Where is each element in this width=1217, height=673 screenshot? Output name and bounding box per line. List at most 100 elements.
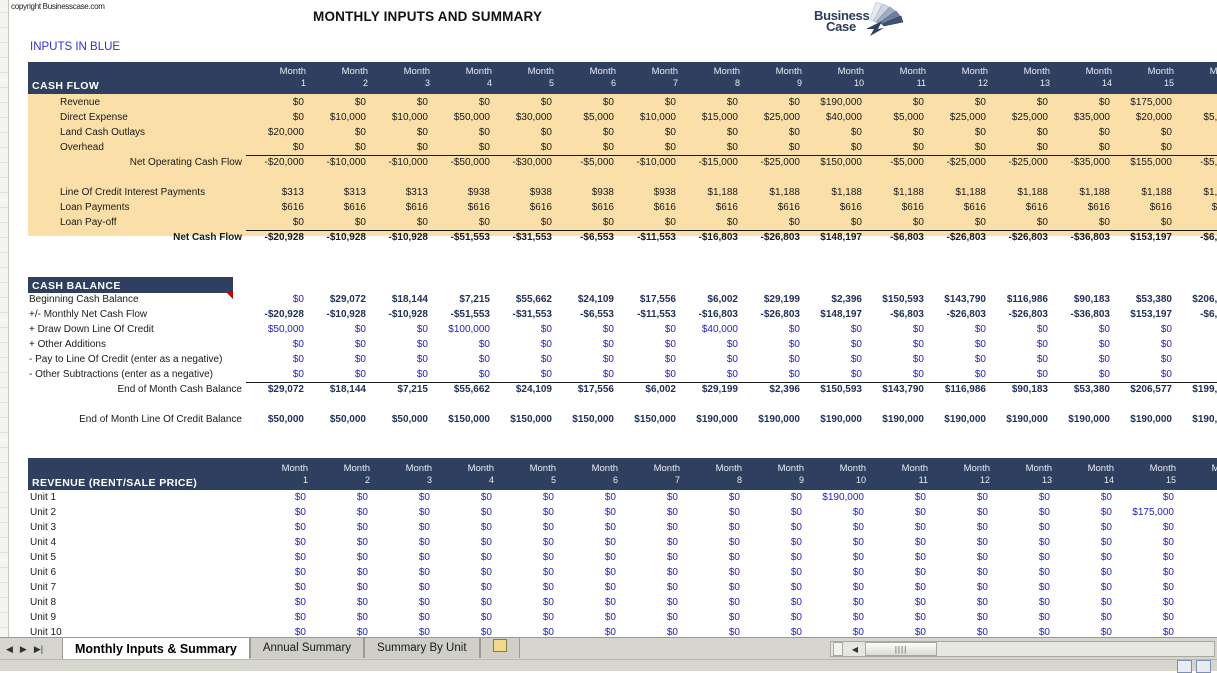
- data-cell[interactable]: $0: [850, 354, 862, 365]
- data-cell[interactable]: $0: [664, 354, 676, 365]
- data-cell[interactable]: $0: [1176, 127, 1217, 138]
- data-cell[interactable]: $0: [1098, 142, 1110, 153]
- data-cell[interactable]: $0: [354, 339, 366, 350]
- data-cell[interactable]: $0: [540, 369, 552, 380]
- data-cell[interactable]: $18,144: [329, 384, 366, 395]
- data-cell[interactable]: $0: [354, 142, 366, 153]
- data-cell[interactable]: $0: [728, 507, 740, 518]
- data-cell[interactable]: $0: [540, 339, 552, 350]
- data-cell[interactable]: $0: [478, 339, 490, 350]
- data-cell[interactable]: $0: [542, 582, 554, 593]
- data-cell[interactable]: $616: [963, 202, 986, 213]
- data-cell[interactable]: $0: [664, 369, 676, 380]
- data-cell[interactable]: $0: [726, 217, 738, 228]
- data-cell[interactable]: $40,000: [701, 324, 738, 335]
- data-cell[interactable]: $50,000: [267, 414, 304, 425]
- data-cell[interactable]: $0: [852, 612, 864, 623]
- data-cell[interactable]: $150,000: [448, 414, 490, 425]
- data-cell[interactable]: $0: [790, 597, 802, 608]
- data-cell[interactable]: $0: [1176, 217, 1217, 228]
- data-cell[interactable]: $0: [976, 552, 988, 563]
- data-cell[interactable]: $0: [1176, 354, 1217, 365]
- data-cell[interactable]: $15,000: [701, 112, 738, 123]
- data-cell[interactable]: $35,000: [1073, 112, 1110, 123]
- data-cell[interactable]: $0: [666, 612, 678, 623]
- data-cell[interactable]: $0: [418, 597, 430, 608]
- data-cell[interactable]: $0: [1160, 324, 1172, 335]
- data-cell[interactable]: $0: [976, 612, 988, 623]
- data-cell[interactable]: $0: [852, 582, 864, 593]
- data-cell[interactable]: $0: [354, 217, 366, 228]
- data-cell[interactable]: $0: [852, 567, 864, 578]
- data-cell[interactable]: $616: [839, 202, 862, 213]
- data-cell[interactable]: $0: [480, 582, 492, 593]
- data-cell[interactable]: -$25,000: [760, 157, 800, 168]
- data-cell[interactable]: -$51,553: [450, 232, 490, 243]
- data-cell[interactable]: $0: [974, 142, 986, 153]
- data-cell[interactable]: $90,183: [1011, 384, 1048, 395]
- data-cell[interactable]: $0: [356, 522, 368, 533]
- data-cell[interactable]: $0: [478, 354, 490, 365]
- data-cell[interactable]: $1,188: [955, 187, 986, 198]
- data-cell[interactable]: $0: [480, 567, 492, 578]
- data-cell[interactable]: $190,000: [1006, 414, 1048, 425]
- data-cell[interactable]: $0: [604, 507, 616, 518]
- data-cell[interactable]: $0: [788, 369, 800, 380]
- data-cell[interactable]: -$10,000: [326, 157, 366, 168]
- data-cell[interactable]: $0: [1160, 217, 1172, 228]
- data-cell[interactable]: $0: [542, 552, 554, 563]
- data-cell[interactable]: $0: [1100, 582, 1112, 593]
- data-cell[interactable]: $0: [790, 537, 802, 548]
- data-cell[interactable]: $0: [1038, 627, 1050, 638]
- data-cell[interactable]: $0: [726, 97, 738, 108]
- data-cell[interactable]: $0: [1162, 597, 1174, 608]
- data-cell[interactable]: $150,000: [820, 157, 862, 168]
- data-cell[interactable]: $0: [418, 522, 430, 533]
- data-cell[interactable]: $116,986: [944, 384, 986, 395]
- data-cell[interactable]: $2,396: [769, 384, 800, 395]
- data-cell[interactable]: $143,790: [882, 384, 924, 395]
- data-cell[interactable]: $0: [788, 142, 800, 153]
- data-cell[interactable]: $199,774: [1192, 384, 1217, 395]
- data-cell[interactable]: $0: [912, 142, 924, 153]
- data-cell[interactable]: $0: [1160, 369, 1172, 380]
- data-cell[interactable]: $616: [281, 202, 304, 213]
- data-cell[interactable]: $0: [604, 552, 616, 563]
- data-cell[interactable]: $29,072: [329, 294, 366, 305]
- data-cell[interactable]: $0: [416, 127, 428, 138]
- data-cell[interactable]: $0: [1098, 369, 1110, 380]
- data-cell[interactable]: $0: [728, 627, 740, 638]
- data-cell[interactable]: $0: [1162, 612, 1174, 623]
- data-cell[interactable]: -$35,000: [1070, 157, 1110, 168]
- data-cell[interactable]: $190,000: [758, 414, 800, 425]
- data-cell[interactable]: $24,109: [515, 384, 552, 395]
- data-cell[interactable]: $0: [416, 142, 428, 153]
- data-cell[interactable]: $0: [604, 627, 616, 638]
- data-cell[interactable]: $0: [418, 552, 430, 563]
- data-cell[interactable]: $938: [653, 187, 676, 198]
- data-cell[interactable]: $0: [1178, 597, 1217, 608]
- scroll-split-handle[interactable]: [833, 642, 843, 656]
- data-cell[interactable]: -$5,000: [890, 157, 924, 168]
- sheet-nav-arrows[interactable]: ◀ ▶ ▶|: [2, 641, 60, 658]
- data-cell[interactable]: $0: [478, 97, 490, 108]
- data-cell[interactable]: $0: [294, 597, 306, 608]
- data-cell[interactable]: $616: [405, 202, 428, 213]
- data-cell[interactable]: $0: [1178, 507, 1217, 518]
- data-cell[interactable]: $5,000: [893, 112, 924, 123]
- data-cell[interactable]: $0: [790, 492, 802, 503]
- data-cell[interactable]: $0: [292, 142, 304, 153]
- data-cell[interactable]: $90,183: [1073, 294, 1110, 305]
- data-cell[interactable]: $0: [542, 537, 554, 548]
- data-cell[interactable]: $0: [294, 612, 306, 623]
- data-cell[interactable]: $150,000: [572, 414, 614, 425]
- data-cell[interactable]: $0: [976, 507, 988, 518]
- data-cell[interactable]: $0: [292, 354, 304, 365]
- data-cell[interactable]: $616: [715, 202, 738, 213]
- data-cell[interactable]: $206,577: [1130, 384, 1172, 395]
- data-cell[interactable]: $0: [912, 354, 924, 365]
- data-cell[interactable]: $29,072: [267, 384, 304, 395]
- data-cell[interactable]: $0: [850, 142, 862, 153]
- data-cell[interactable]: -$10,928: [326, 309, 366, 320]
- data-cell[interactable]: $30,000: [515, 112, 552, 123]
